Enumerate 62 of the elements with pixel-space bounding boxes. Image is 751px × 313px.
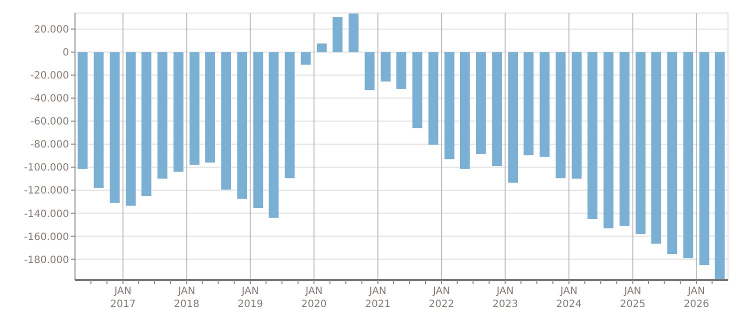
bar [190,52,200,165]
bar [508,52,518,183]
x-tick-label: JAN 2017 [110,286,136,310]
bar [636,52,646,234]
y-tick-label: -80.000 [30,140,69,151]
x-tick-label: JAN 2021 [365,286,391,310]
x-tick-label: JAN 2018 [174,286,200,310]
bar [332,17,342,52]
bar [540,52,550,157]
y-tick-label: -140.000 [24,208,69,220]
bar [604,52,614,228]
y-tick-label: 0 [62,48,69,59]
bar [524,52,534,156]
bar [699,52,710,266]
bar [714,52,725,280]
bar [316,44,327,52]
bar [157,52,168,179]
bar [492,52,502,166]
bar [205,52,215,163]
y-tick-label: -160.000 [24,232,69,243]
y-tick-label: -40.000 [30,94,69,105]
bar [300,52,311,65]
bar [460,52,470,169]
bar [78,52,88,169]
y-tick-label: -180.000 [24,254,69,266]
bar [588,52,598,220]
x-tick-label: JAN 2025 [620,286,646,310]
x-tick-label: JAN 2020 [301,286,327,310]
bar [141,52,152,196]
y-tick-label: -20.000 [30,70,69,82]
bar [396,52,406,89]
bar [651,52,662,244]
y-tick-label: -120.000 [24,186,69,197]
bar [380,52,391,82]
bar [364,52,375,90]
bar [94,52,104,188]
x-tick-label: JAN 2026 [684,286,710,310]
bar [348,14,359,52]
x-tick-label: JAN 2022 [428,286,454,310]
bar [126,52,136,206]
y-tick-label: 20.000 [34,24,69,36]
bar [683,52,694,258]
bar [174,52,184,172]
bar [253,52,264,208]
bar [268,52,279,218]
bar [556,52,566,178]
bar [237,52,248,199]
bar [110,52,120,203]
x-tick-label: JAN 2023 [492,286,518,310]
bar [284,52,295,178]
bar [620,52,630,226]
x-tick-label: JAN 2024 [556,286,582,310]
bar [572,52,582,179]
x-tick-label: JAN 2019 [238,286,264,310]
bar [428,52,438,145]
y-tick-label: -60.000 [30,116,69,128]
bar [444,52,454,160]
y-tick-label: -100.000 [24,162,69,174]
bar [667,52,678,254]
bar [476,52,486,154]
bar [412,52,422,128]
bar [221,52,232,190]
